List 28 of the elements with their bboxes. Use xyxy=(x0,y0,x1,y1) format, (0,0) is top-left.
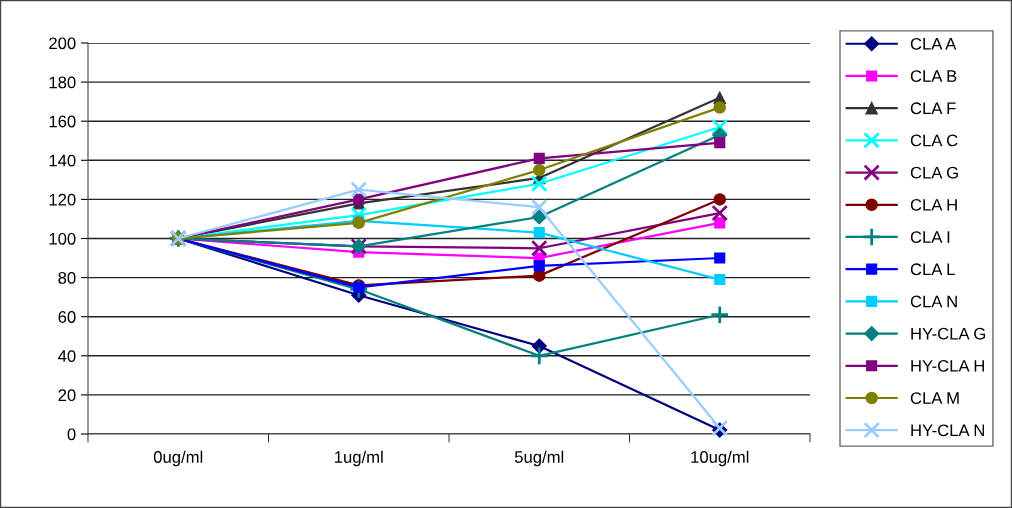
legend-label: CLA H xyxy=(910,198,957,211)
legend-label: HY-CLA G xyxy=(911,327,986,340)
x-tick-label: 0ug/ml xyxy=(153,450,203,467)
y-tick-label: 20 xyxy=(58,389,76,402)
legend-label: HY-CLA N xyxy=(911,424,984,437)
y-tick-label: 60 xyxy=(58,311,76,323)
y-tick-label: 160 xyxy=(49,115,76,128)
x-tick-label: 1ug/ml xyxy=(335,450,383,467)
y-tick-label: 140 xyxy=(49,154,76,167)
legend-label: CLA F xyxy=(910,102,956,115)
legend-label: CLA L xyxy=(910,263,955,276)
y-tick-label: 40 xyxy=(58,350,76,362)
x-tick-label: 5ug/ml xyxy=(514,450,564,467)
y-tick-label: 80 xyxy=(58,272,76,284)
legend-label: CLA G xyxy=(910,166,958,179)
x-tick-label: 10ug/ml xyxy=(691,450,749,467)
legend-label: CLA N xyxy=(910,295,957,308)
legend-label: CLA I xyxy=(910,231,950,243)
legend-label: CLA M xyxy=(910,392,959,404)
y-tick-label: 100 xyxy=(49,232,76,245)
y-tick-label: 120 xyxy=(49,193,76,206)
legend-label: CLA B xyxy=(910,70,957,82)
legend-label: HY-CLA H xyxy=(911,359,984,372)
y-tick-label: 0 xyxy=(67,428,76,441)
y-tick-label: 180 xyxy=(49,76,76,89)
legend-label: CLA A xyxy=(910,37,957,50)
y-tick-label: 200 xyxy=(49,37,76,50)
legend-label: CLA C xyxy=(910,134,958,147)
